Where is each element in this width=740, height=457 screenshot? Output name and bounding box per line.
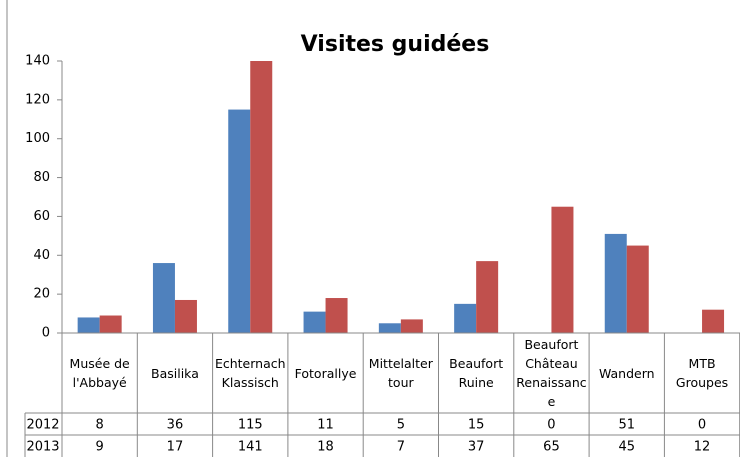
bar [325, 298, 348, 333]
x-tick-label-box: MTB Groupes [675, 356, 729, 390]
y-tick-label: 100 [25, 131, 50, 146]
y-tick-label: 60 [33, 209, 50, 224]
bar [702, 309, 725, 333]
x-tick-label: Musée de l'Abbayé [69, 356, 130, 390]
table-value: 51 [618, 418, 635, 433]
table-value: 36 [167, 418, 184, 433]
y-tick-label: 40 [33, 248, 50, 263]
bar [99, 315, 122, 333]
x-tick-label-box: Fotorallye [294, 365, 357, 381]
bar [174, 299, 197, 333]
y-tick-label: 20 [33, 287, 50, 302]
table-value: 7 [397, 440, 405, 455]
x-tick-label: Echternach Klassisch [214, 356, 286, 390]
table-value: 15 [468, 418, 485, 433]
table-value: 0 [547, 418, 555, 433]
x-tick-label-box: Echternach Klassisch [214, 356, 286, 390]
bar [476, 261, 499, 333]
plot-area [77, 61, 725, 333]
table-value: 9 [96, 440, 104, 455]
table-value: 8 [96, 418, 104, 433]
legend-label: 2013 [26, 440, 59, 455]
y-tick-label: 140 [25, 54, 50, 69]
y-tick-label: 80 [33, 170, 50, 185]
x-tick-label: MTB Groupes [675, 356, 729, 390]
bar [454, 303, 477, 333]
table-value: 17 [167, 440, 184, 455]
x-tick-label-box: Musée de l'Abbayé [69, 356, 130, 390]
bar [152, 263, 175, 333]
bar [228, 109, 251, 333]
table-value: 12 [694, 440, 711, 455]
table-value: 18 [317, 440, 334, 455]
y-tick-label: 120 [25, 92, 50, 107]
table-value: 141 [238, 440, 263, 455]
x-tick-label: Wandern [598, 365, 655, 381]
x-tick-label-box: Basilika [151, 365, 199, 381]
bar [400, 319, 423, 333]
bar [250, 61, 273, 333]
bar [77, 317, 100, 333]
bar [626, 245, 649, 333]
bar [604, 233, 627, 333]
x-tick-label-box: Wandern [598, 365, 655, 381]
table-value: 0 [698, 418, 706, 433]
table-value: 37 [468, 440, 485, 455]
x-tick-label-box: Mittelalter tour [368, 356, 433, 390]
x-tick-label: Fotorallye [294, 365, 357, 381]
table-value: 45 [618, 440, 635, 455]
x-tick-label-box: Beaufort Château Renaissance [516, 337, 587, 409]
x-tick-label: Mittelalter tour [368, 356, 433, 390]
table-value: 115 [238, 418, 263, 433]
chart-title: Visites guidées [301, 32, 490, 57]
y-tick-label: 0 [42, 326, 50, 341]
x-tick-label-box: Beaufort Ruine [449, 356, 504, 390]
x-tick-label: Beaufort Ruine [449, 356, 504, 390]
x-tick-label: Beaufort Château Renaissance [516, 337, 587, 409]
x-tick-label: Basilika [151, 365, 199, 381]
bar [303, 311, 326, 333]
table-value: 5 [397, 418, 405, 433]
bar [551, 206, 574, 333]
table-value: 65 [543, 440, 560, 455]
legend-label: 2012 [26, 418, 59, 433]
bar [378, 323, 401, 333]
table-value: 11 [317, 418, 334, 433]
